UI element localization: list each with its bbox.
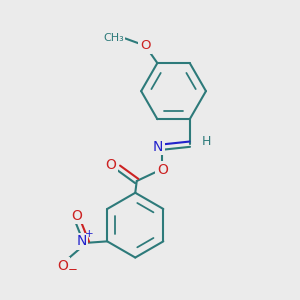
Text: N: N: [153, 140, 163, 154]
Text: −: −: [68, 263, 77, 276]
Text: N: N: [76, 234, 87, 248]
Text: CH₃: CH₃: [103, 33, 124, 43]
Text: O: O: [58, 259, 68, 273]
Text: +: +: [85, 229, 94, 239]
Text: O: O: [71, 209, 82, 223]
Text: O: O: [105, 158, 116, 172]
Text: O: O: [140, 39, 151, 52]
Text: H: H: [201, 135, 211, 148]
Text: O: O: [157, 163, 168, 177]
